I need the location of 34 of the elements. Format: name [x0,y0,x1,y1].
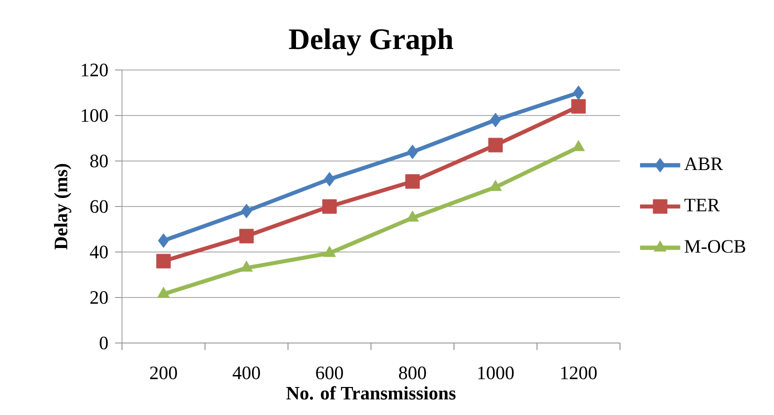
x-tick-label: 800 [399,366,426,380]
x-tick-label: 200 [150,366,177,380]
chart-title: Delay Graph [288,28,454,56]
x-tick-label: 400 [232,366,260,380]
point [157,286,170,298]
y-axis-title: Delay (ms) [54,164,72,250]
point [240,260,253,272]
legend-label: ABR [684,158,723,170]
y-tick-label: 0 [100,336,108,350]
point [573,85,584,100]
point [488,138,503,152]
y-tick-label: 40 [90,246,108,258]
y-tick-label: 120 [82,64,108,76]
point [324,172,335,186]
y-tick-label: 20 [90,291,108,304]
point [407,144,418,160]
x-tick-label: 1000 [478,366,514,380]
y-tick-label: 80 [90,154,108,168]
point [322,199,337,214]
x-axis-title: No. of Transmissions [286,386,456,400]
legend-label: M-OCB [684,240,746,253]
point [323,246,336,257]
legend-label: TER [684,198,720,212]
y-tick-label: 100 [82,109,108,122]
point [490,112,501,128]
point [405,174,420,189]
point [158,233,169,248]
point [571,99,586,114]
x-tick-label: 600 [316,366,343,380]
y-tick-label: 60 [90,200,108,213]
point [239,228,254,244]
x-tick-label: 1200 [561,366,597,380]
point [156,254,171,268]
point [241,204,252,218]
